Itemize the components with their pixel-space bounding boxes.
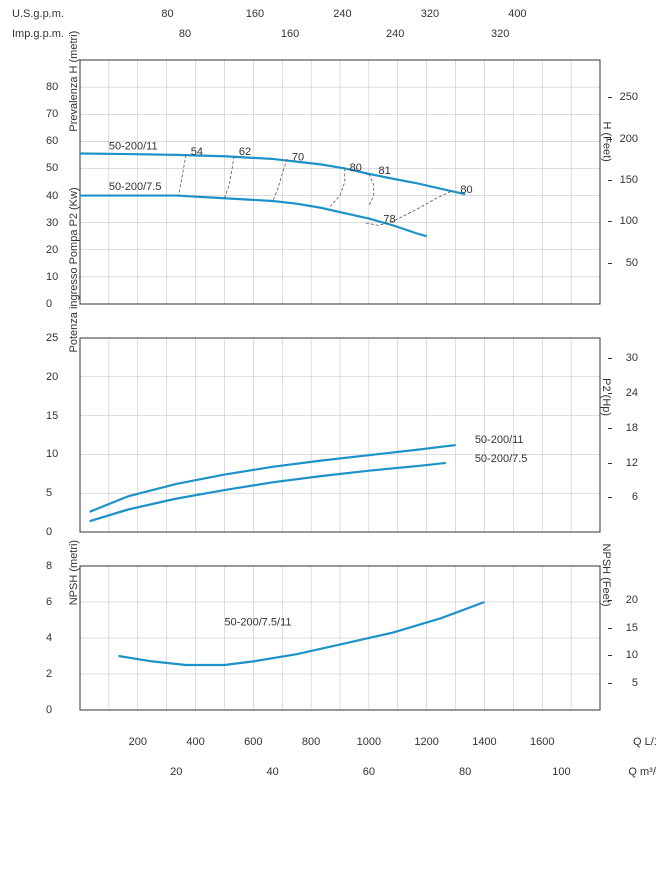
curve-label: 50-200/7.5: [475, 453, 528, 465]
ytick-left: 80: [46, 81, 58, 93]
ytick-right: 200: [620, 133, 638, 145]
ytick-left: 15: [46, 410, 58, 422]
eff-label: 70: [292, 151, 304, 163]
lpm-label: Q L/1': [633, 736, 656, 748]
panel-head: Prevalenza H (metri) H (Feet) 50-200/115…: [72, 52, 608, 312]
eff-label: 80: [350, 162, 362, 174]
panel3-ylabel-right: NPSH (Feet): [600, 544, 612, 607]
m3h-label: Q m³/h: [628, 766, 656, 778]
panel-power: Potenza ingresso Pompa P2 (Kw) P2 (Hp) 5…: [72, 330, 608, 540]
panel-npsh: NPSH (metri) NPSH (Feet) 50-200/7.5/11 0…: [72, 558, 608, 718]
panel1-ylabel-right: H (Feet): [600, 121, 612, 161]
imp-gpm-scale: Imp.g.p.m. 80160240320: [72, 28, 608, 48]
eff-label: 62: [239, 146, 251, 158]
ytick-right: 250: [620, 91, 638, 103]
bottom-tick: 100: [552, 766, 570, 778]
top-tick: 80: [179, 28, 191, 40]
curve-label: 50-200/7.5/11: [224, 616, 291, 628]
bottom-tick: 60: [363, 766, 375, 778]
us-gpm-scale: U.S.g.p.m. 80160240320400: [72, 8, 608, 28]
top-tick: 320: [421, 8, 439, 20]
top-tick: 400: [508, 8, 526, 20]
eff-curve: [224, 156, 234, 198]
curve-50-200/11: [90, 445, 456, 512]
top-tick: 80: [161, 8, 173, 20]
ytick-right: 30: [626, 352, 638, 364]
bottom-tick: 800: [302, 736, 320, 748]
ytick-left: 20: [46, 244, 58, 256]
ytick-right: 100: [620, 215, 638, 227]
eff-curve: [330, 168, 344, 206]
panel2-ylabel-left: Potenza ingresso Pompa P2 (Kw): [68, 187, 80, 352]
eff-curve: [179, 155, 186, 196]
imp-gpm-label: Imp.g.p.m.: [12, 28, 64, 40]
curve-label: 50-200/7.5: [109, 181, 162, 193]
ytick-right: 15: [626, 622, 638, 634]
ytick-left: 50: [46, 162, 58, 174]
top-tick: 160: [281, 28, 299, 40]
ytick-right: 10: [626, 649, 638, 661]
curve-label: 50-200/11: [475, 434, 524, 446]
ytick-left: 2: [46, 668, 52, 680]
bottom-tick: 200: [129, 736, 147, 748]
bottom-tick: 1000: [357, 736, 381, 748]
eff-label: 54: [191, 146, 203, 158]
bottom-tick: 40: [266, 766, 278, 778]
eff-label: 80: [460, 184, 472, 196]
us-gpm-label: U.S.g.p.m.: [12, 8, 64, 20]
ytick-left: 6: [46, 596, 52, 608]
bottom-tick: 80: [459, 766, 471, 778]
m3h-scale: Q m³/h 20406080100: [72, 766, 608, 786]
top-alt-scales: U.S.g.p.m. 80160240320400 Imp.g.p.m. 801…: [72, 8, 608, 48]
ytick-left: 70: [46, 108, 58, 120]
ytick-left: 40: [46, 190, 58, 202]
curve-50-200/7.5/11: [119, 602, 485, 665]
ytick-left: 10: [46, 271, 58, 283]
ytick-left: 8: [46, 560, 52, 572]
ytick-right: 20: [626, 594, 638, 606]
ytick-right: 12: [626, 457, 638, 469]
ytick-left: 5: [46, 487, 52, 499]
ytick-left: 30: [46, 217, 58, 229]
top-tick: 320: [491, 28, 509, 40]
panel3-ylabel-left: NPSH (metri): [68, 540, 80, 605]
eff-curve: [273, 159, 287, 201]
top-tick: 160: [246, 8, 264, 20]
ytick-left: 25: [46, 332, 58, 344]
top-tick: 240: [333, 8, 351, 20]
eff-label: 81: [379, 165, 391, 177]
ytick-right: 6: [632, 491, 638, 503]
ytick-left: 4: [46, 632, 52, 644]
bottom-tick: 400: [186, 736, 204, 748]
ytick-right: 150: [620, 174, 638, 186]
panel1-svg: 50-200/11 50-200/7.5 54 62 70 80 81 80 78: [72, 52, 608, 312]
panel2-svg: 50-200/11 50-200/7.5: [72, 330, 608, 540]
bottom-tick: 1200: [414, 736, 438, 748]
l-per-min-scale: Q L/1' 2004006008001000120014001600: [72, 736, 608, 756]
ytick-right: 24: [626, 387, 638, 399]
bottom-tick: 1400: [472, 736, 496, 748]
bottom-scales: Q L/1' 2004006008001000120014001600 Q m³…: [72, 736, 608, 786]
ytick-left: 0: [46, 298, 52, 310]
panel1-ylabel-left: Prevalenza H (metri): [68, 31, 80, 132]
bottom-tick: 20: [170, 766, 182, 778]
ytick-left: 0: [46, 526, 52, 538]
eff-curve: [369, 174, 374, 207]
ytick-left: 20: [46, 371, 58, 383]
ytick-left: 10: [46, 448, 58, 460]
ytick-right: 5: [632, 677, 638, 689]
panel3-svg: 50-200/7.5/11: [72, 558, 608, 718]
curve-label: 50-200/11: [109, 140, 158, 152]
panel2-ylabel-right: P2 (Hp): [600, 378, 612, 416]
ytick-right: 18: [626, 422, 638, 434]
eff-label: 78: [383, 214, 395, 226]
bottom-tick: 600: [244, 736, 262, 748]
bottom-tick: 1600: [530, 736, 554, 748]
ytick-left: 0: [46, 704, 52, 716]
top-tick: 240: [386, 28, 404, 40]
ytick-left: 60: [46, 135, 58, 147]
ytick-right: 50: [626, 257, 638, 269]
